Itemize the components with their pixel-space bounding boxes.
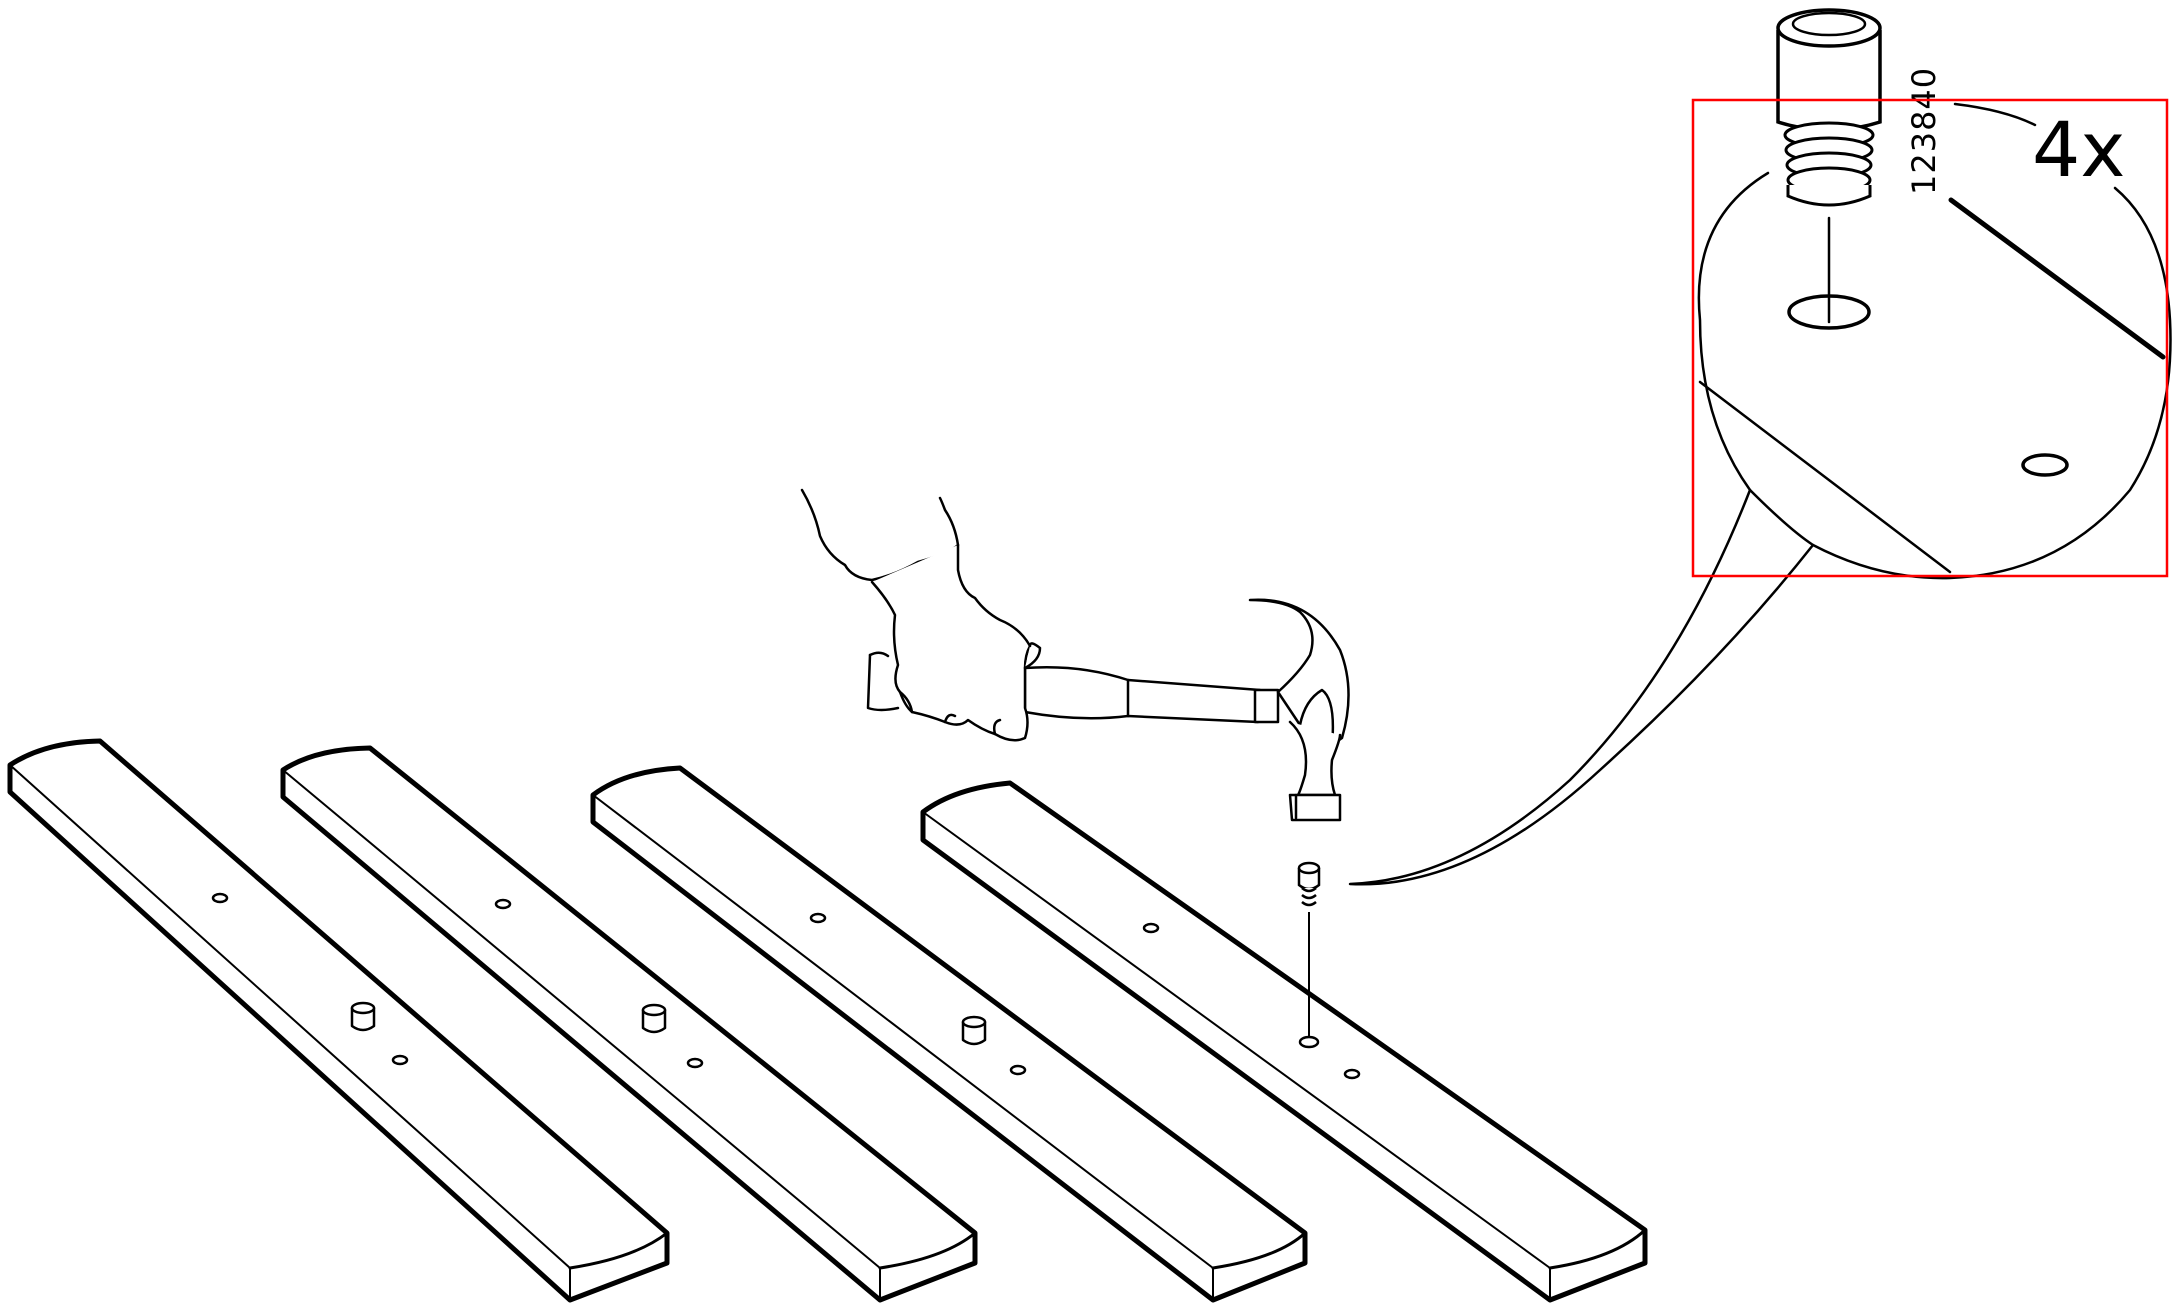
part-number: 123840 <box>1905 67 1943 195</box>
dowel <box>350 1001 376 1032</box>
hole <box>809 912 827 924</box>
hole <box>1009 1064 1027 1076</box>
detail-hole <box>2021 453 2069 477</box>
target-hole <box>1298 1035 1320 1049</box>
hole <box>686 1057 704 1069</box>
boards <box>7 738 1648 1303</box>
highlight-box <box>1691 98 2169 578</box>
board-3 <box>590 765 1308 1303</box>
hand-icon <box>800 488 1042 742</box>
dowel-being-inserted <box>1297 861 1321 1036</box>
callout-pointer <box>1348 488 1815 886</box>
quantity-label: 4x <box>2032 105 2125 194</box>
dowel <box>961 1015 987 1046</box>
hole <box>494 898 512 910</box>
hole <box>211 892 229 904</box>
hole <box>1142 922 1160 934</box>
dowel-detail-icon <box>1776 8 1882 207</box>
hammer-icon <box>1023 598 1350 822</box>
hole <box>391 1054 409 1066</box>
dowel <box>641 1003 667 1034</box>
board-1 <box>7 738 670 1303</box>
board-2 <box>280 745 978 1303</box>
hole <box>1343 1068 1361 1080</box>
board-4 <box>920 780 1648 1303</box>
